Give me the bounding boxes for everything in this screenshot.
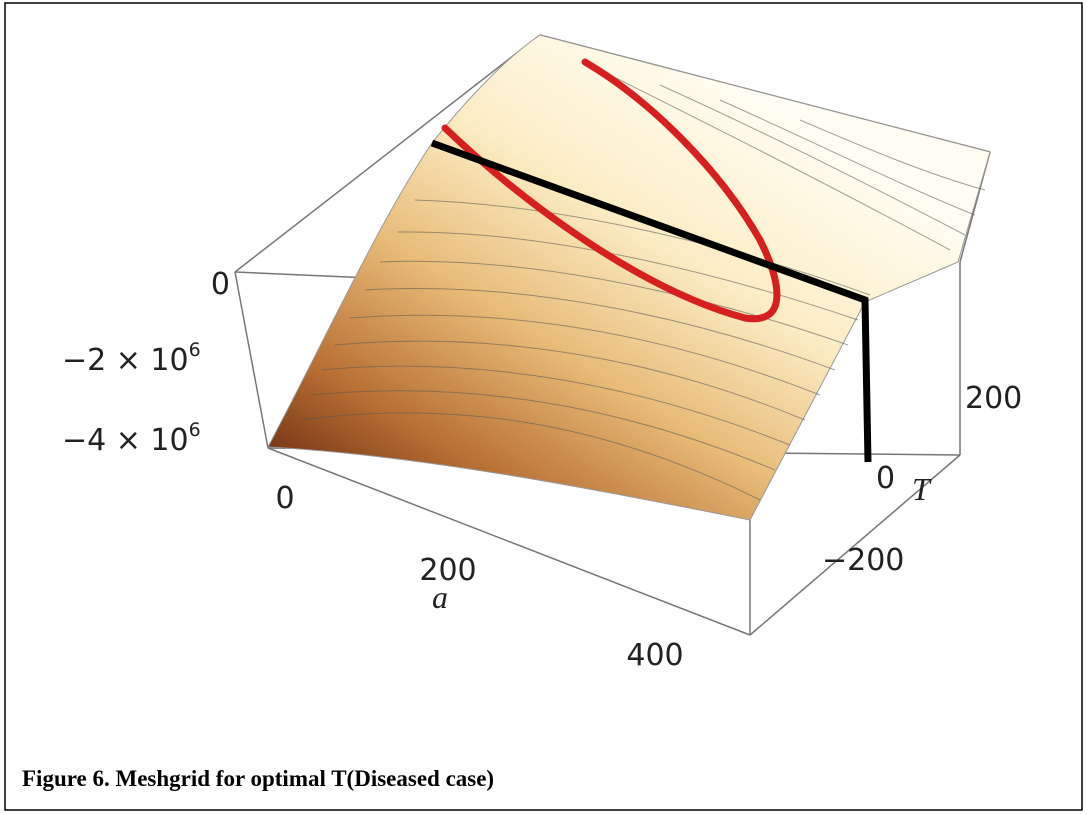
z-tick-label: 0 (211, 267, 230, 302)
contour-lines (299, 69, 986, 501)
z-tick-label: −4 × 106 (62, 419, 201, 458)
z-tick-mantissa: −4 × 10 (62, 423, 189, 458)
a-tick-label: 200 (419, 553, 476, 588)
t-axis-label: T (912, 471, 932, 507)
optimal-curve (441, 58, 781, 323)
z-tick-exponent: 6 (189, 419, 201, 441)
optimal-line (430, 139, 872, 463)
a-axis-label: a (432, 579, 448, 615)
z-tick-label: −2 × 106 (62, 339, 201, 378)
z-tick-exponent: 6 (189, 339, 201, 361)
a-tick-label: 0 (275, 481, 294, 516)
t-tick-label: 0 (876, 461, 895, 496)
t-tick-label: 200 (965, 381, 1022, 416)
a-tick-label: 400 (626, 638, 683, 673)
t-tick-label: −200 (822, 543, 904, 578)
z-tick-mantissa: −2 × 10 (62, 343, 189, 378)
bounding-box-front (234, 262, 961, 636)
caption: Figure 6. Meshgrid for optimal T(Disease… (22, 766, 494, 791)
